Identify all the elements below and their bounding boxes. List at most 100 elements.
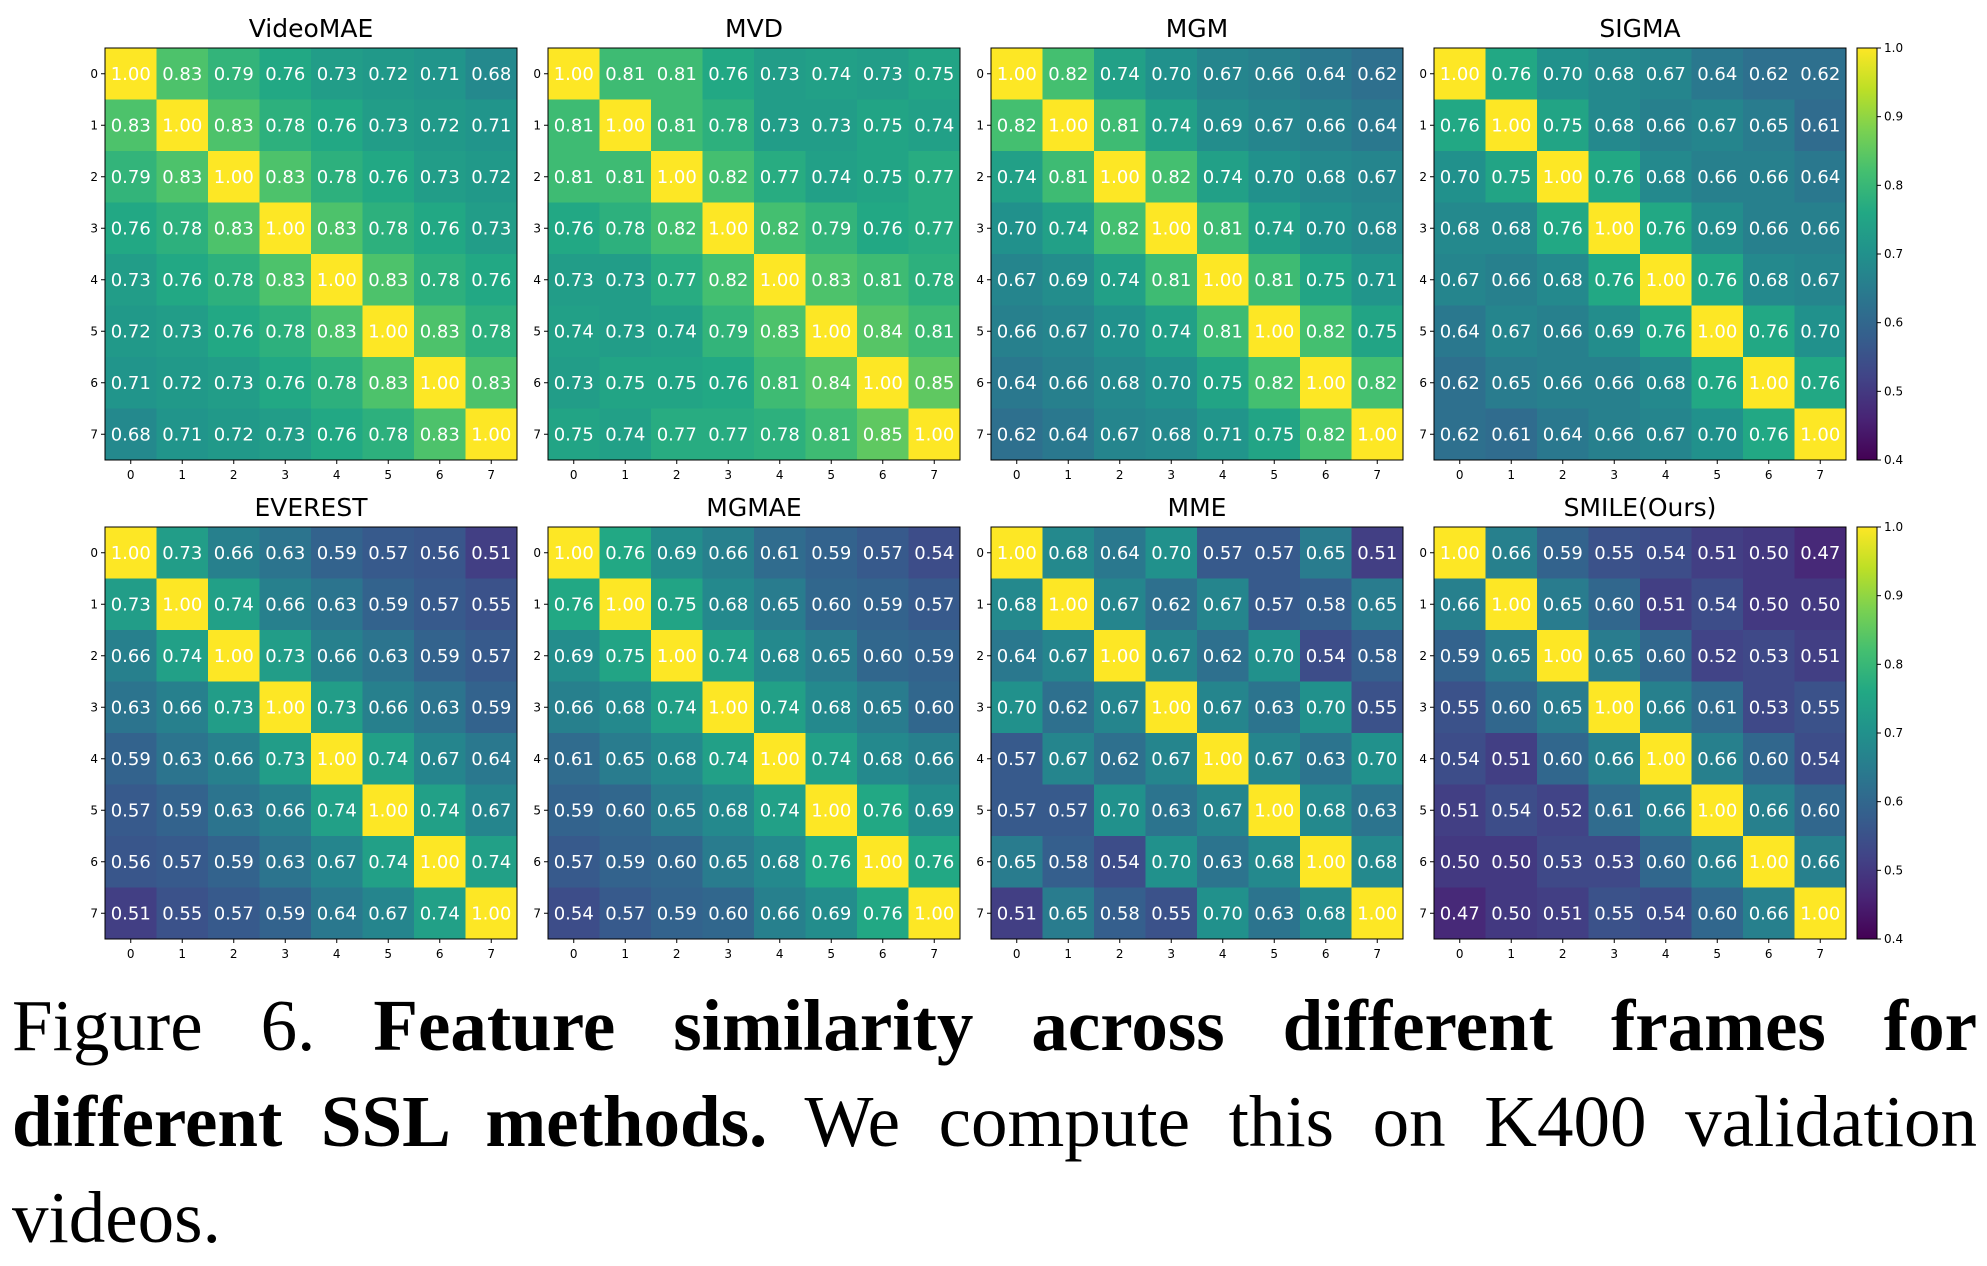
cell-value-label: 0.51: [1543, 903, 1583, 924]
y-tick-label: 4: [533, 752, 541, 766]
cell-value-label: 0.75: [1203, 373, 1243, 394]
y-tick-label: 4: [533, 273, 541, 287]
cell-value-label: 0.66: [914, 749, 954, 770]
y-tick-label: 2: [976, 649, 984, 663]
cell-value-label: 0.55: [1800, 697, 1840, 718]
cell-value-label: 0.70: [1100, 800, 1140, 821]
cell-value-label: 0.53: [1749, 697, 1789, 718]
cell-value-label: 0.73: [420, 167, 460, 188]
cell-value-label: 0.69: [1594, 321, 1634, 342]
heatmap-cell: [651, 578, 703, 631]
cell-value-label: 0.60: [1491, 697, 1531, 718]
cell-value-label: 0.75: [605, 373, 645, 394]
y-tick-label: 2: [1419, 170, 1427, 184]
colorbar-tick-label: 0.6: [1884, 316, 1903, 330]
cell-value-label: 0.83: [214, 115, 254, 136]
heatmap-cell: [1537, 408, 1589, 461]
heatmap-cell: [1351, 681, 1404, 734]
heatmap-cell: [1145, 527, 1198, 579]
heatmap-cell: [599, 99, 652, 152]
cell-value-label: 0.57: [997, 800, 1037, 821]
heatmap-cell: [857, 305, 909, 358]
cell-value-label: 0.57: [1254, 594, 1294, 615]
cell-value-label: 0.76: [1594, 167, 1634, 188]
heatmap-cell: [1537, 733, 1589, 785]
heatmap-cell: [1743, 99, 1795, 152]
cell-value-label: 0.67: [368, 903, 408, 924]
y-tick-label: 7: [1419, 427, 1427, 441]
heatmap-cell: [599, 202, 652, 255]
heatmap-cell: [1485, 305, 1538, 358]
y-tick-label: 1: [90, 118, 98, 132]
cell-value-label: 1.00: [214, 167, 254, 188]
cell-value-label: 0.64: [1357, 115, 1397, 136]
cell-value-label: 0.70: [1543, 64, 1583, 85]
heatmap-cell: [1300, 305, 1352, 358]
cell-value-label: 0.62: [1749, 64, 1789, 85]
heatmap-cell: [1197, 305, 1249, 358]
colorbar-tick-label: 1.0: [1884, 41, 1903, 55]
heatmap-cell: [1300, 784, 1352, 837]
cell-value-label: 1.00: [811, 321, 851, 342]
x-tick-label: 7: [1373, 947, 1381, 960]
heatmap-cell: [805, 836, 858, 888]
cell-value-label: 0.68: [1254, 852, 1294, 873]
cell-value-label: 0.62: [1151, 594, 1191, 615]
cell-value-label: 0.68: [1306, 167, 1346, 188]
heatmap-cell: [259, 681, 312, 734]
heatmap-cell: [991, 630, 1043, 682]
heatmap-cell: [156, 630, 209, 682]
cell-value-label: 0.54: [1491, 800, 1531, 821]
heatmap-videomae: VideoMAE 1.00 0.83 0.79 0.76 0.73 0.72 0.71 0.68…: [90, 14, 518, 482]
cell-value-label: 0.76: [111, 218, 151, 239]
heatmap-cell: [548, 48, 600, 100]
heatmap-cell: [1537, 630, 1589, 682]
heatmap-title: SMILE(Ours): [1564, 493, 1717, 522]
heatmap-cell: [414, 681, 466, 734]
heatmap-cell: [754, 784, 806, 837]
cell-value-label: 0.78: [420, 270, 460, 291]
cell-value-label: 0.66: [1543, 321, 1583, 342]
heatmap-cell: [105, 681, 157, 734]
cell-value-label: 0.81: [1203, 218, 1243, 239]
cell-value-label: 0.83: [162, 64, 202, 85]
heatmap-cell: [857, 527, 909, 579]
heatmap-cell: [1537, 99, 1589, 152]
cell-value-label: 0.66: [708, 543, 748, 564]
cell-value-label: 0.68: [1491, 218, 1531, 239]
heatmap-cell: [1794, 357, 1847, 409]
heatmap-cell: [1351, 784, 1404, 837]
y-tick-label: 3: [1419, 700, 1427, 714]
heatmap-cell: [208, 357, 260, 409]
cell-value-label: 0.81: [1100, 115, 1140, 136]
cell-value-label: 0.51: [1357, 543, 1397, 564]
cell-value-label: 1.00: [1357, 424, 1397, 445]
heatmap-cell: [651, 357, 703, 409]
heatmap-cell: [362, 202, 415, 255]
cell-value-label: 1.00: [811, 800, 851, 821]
heatmap-cell: [1042, 733, 1095, 785]
heatmap-cell: [311, 784, 363, 837]
heatmap-cell: [105, 151, 157, 203]
cell-value-label: 0.63: [265, 852, 305, 873]
cell-value-label: 0.83: [265, 270, 305, 291]
cell-value-label: 0.75: [1254, 424, 1294, 445]
cell-value-label: 0.68: [1357, 852, 1397, 873]
heatmap-cell: [805, 151, 858, 203]
cell-value-label: 0.68: [1646, 373, 1686, 394]
cell-value-label: 0.69: [554, 646, 594, 667]
heatmap-cell: [754, 254, 806, 306]
cell-value-label: 0.74: [760, 800, 800, 821]
heatmap-cell: [1794, 887, 1847, 940]
cell-value-label: 0.68: [657, 749, 697, 770]
heatmap-cell: [548, 151, 600, 203]
heatmap-cell: [1351, 99, 1404, 152]
cell-value-label: 0.63: [111, 697, 151, 718]
cell-value-label: 0.65: [1543, 594, 1583, 615]
cell-value-label: 0.81: [1151, 270, 1191, 291]
heatmap-cell: [548, 527, 600, 579]
cell-value-label: 0.53: [1543, 852, 1583, 873]
cell-value-label: 0.78: [605, 218, 645, 239]
heatmap-cell: [1794, 99, 1847, 152]
heatmap-cell: [805, 681, 858, 734]
